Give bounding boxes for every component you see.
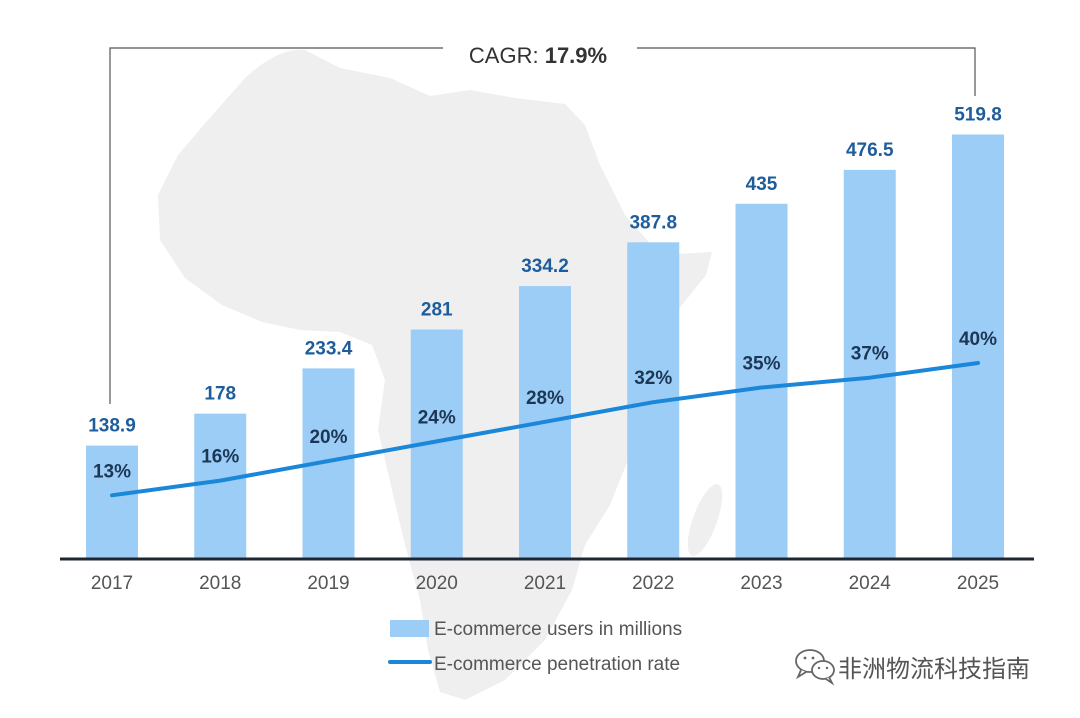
penetration-line-series — [110, 361, 980, 498]
rate-label-2018: 16% — [201, 447, 239, 468]
bar-value-label-2022: 387.8 — [629, 212, 677, 233]
x-tick-label-2023: 2023 — [740, 573, 782, 594]
bar-value-label-2025: 519.8 — [954, 104, 1002, 125]
rate-label-2023: 35% — [742, 354, 780, 375]
legend-label-line: E-commerce penetration rate — [434, 654, 680, 675]
penetration-rate-line — [110, 361, 980, 498]
bar-2024 — [843, 169, 896, 559]
rate-label-2019: 20% — [309, 427, 347, 448]
bar-2017 — [86, 445, 138, 559]
x-tick-label-2017: 2017 — [91, 573, 133, 594]
rate-label-2017: 13% — [93, 461, 131, 482]
bar-2018 — [194, 413, 247, 559]
bar-value-label-2023: 435 — [746, 174, 778, 195]
bar-2023 — [735, 203, 788, 559]
x-tick-label-2019: 2019 — [307, 573, 349, 594]
cagr-bracket-right — [637, 47, 976, 96]
x-tick-label-2025: 2025 — [957, 573, 999, 594]
legend: E-commerce users in millions E-commerce … — [388, 619, 682, 675]
watermark-text: 非洲物流科技指南 — [838, 655, 1030, 683]
rate-label-2025: 40% — [959, 329, 997, 350]
x-tick-label-2022: 2022 — [632, 573, 674, 594]
bar-value-label-2020: 281 — [421, 300, 453, 321]
watermark: 非洲物流科技指南 — [795, 649, 1030, 686]
bar-2025 — [952, 134, 1004, 559]
x-axis-tick-labels: 2017 2018 2019 2020 2021 2022 2023 2024 2025 — [91, 573, 999, 594]
rate-label-2020: 24% — [418, 407, 456, 428]
data-labels: 138.9 178 233.4 281 334.2 387.8 435 476.5 519.8 1… — [88, 104, 1002, 482]
x-tick-label-2024: 2024 — [849, 573, 892, 594]
x-tick-label-2018: 2018 — [199, 573, 241, 594]
bar-value-label-2017: 138.9 — [88, 416, 136, 437]
cagr-bracket — [109, 47, 976, 404]
cagr-label: CAGR: — [469, 43, 539, 68]
bar-value-label-2021: 334.2 — [521, 256, 569, 277]
cagr-bracket-left — [109, 47, 443, 404]
x-tick-label-2021: 2021 — [524, 573, 566, 594]
bar-value-label-2018: 178 — [204, 384, 236, 405]
madagascar-shape — [687, 484, 723, 556]
legend-label-bar: E-commerce users in millions — [434, 619, 682, 640]
wechat-icon — [795, 649, 835, 686]
bar-value-label-2024: 476.5 — [846, 140, 894, 161]
rate-label-2024: 37% — [851, 344, 889, 365]
legend-swatch-bar — [390, 620, 429, 637]
rate-label-2022: 32% — [634, 368, 672, 389]
rate-label-2021: 28% — [526, 388, 564, 409]
x-tick-label-2020: 2020 — [416, 573, 458, 594]
cagr-annotation: CAGR: 17.9% — [469, 43, 607, 68]
cagr-value: 17.9% — [545, 43, 607, 68]
bar-value-label-2019: 233.4 — [305, 338, 353, 359]
